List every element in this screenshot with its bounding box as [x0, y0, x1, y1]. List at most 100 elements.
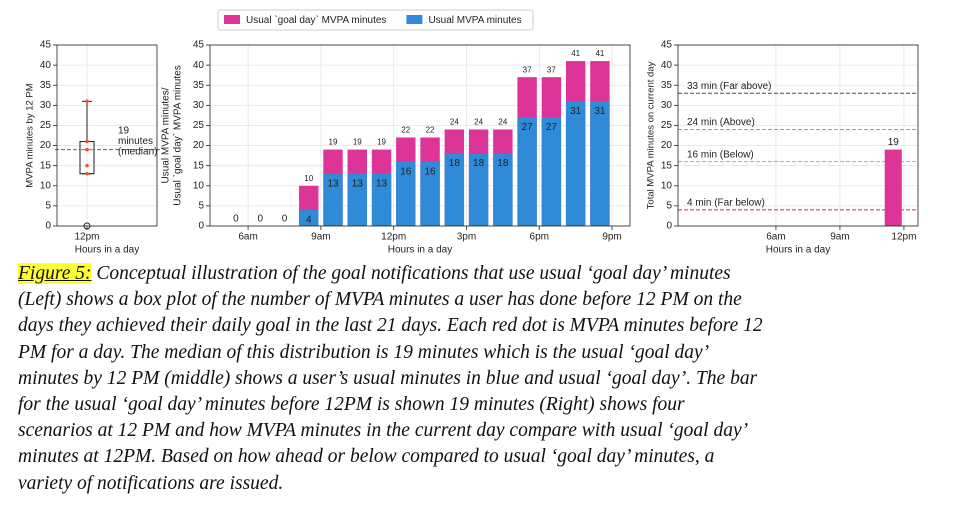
value-label: 0	[233, 214, 239, 225]
y-tick-label: 30	[193, 100, 205, 111]
y-tick-label: 10	[40, 180, 52, 191]
caption-line: (Left) shows a box plot of the number of…	[18, 289, 742, 311]
y-tick-label: 10	[193, 180, 205, 191]
bar	[541, 117, 562, 226]
bar	[444, 153, 465, 226]
caption-line: Figure 5: Conceptual illustration of the…	[18, 261, 948, 287]
y-tick-label: 15	[40, 160, 52, 171]
y-tick-label: 0	[666, 221, 672, 232]
value-label: 27	[522, 122, 534, 133]
bar	[396, 161, 416, 226]
legend-swatch	[224, 15, 240, 24]
legend-swatch	[406, 15, 423, 24]
annotation: (median)	[118, 147, 157, 158]
y-axis-label: MVPA minutes by 12 PM	[25, 83, 36, 187]
y-tick-label: 15	[661, 160, 673, 171]
y-tick-label: 10	[661, 180, 673, 191]
value-label: 19	[353, 138, 362, 147]
legend-label: Usual MVPA minutes	[428, 15, 521, 26]
bar	[468, 153, 489, 226]
x-axis-label: Hours in a day	[388, 245, 452, 256]
point	[85, 171, 89, 176]
reference-label: 24 min (Above)	[687, 117, 755, 128]
y-tick-label: 40	[661, 60, 673, 71]
value-label: 41	[571, 49, 580, 58]
caption-line: scenarios at 12 PM and how MVPA minutes …	[18, 420, 749, 442]
value-label: 37	[523, 65, 532, 74]
value-label: 31	[594, 106, 606, 117]
y-tick-label: 40	[193, 60, 205, 71]
y-tick-label: 25	[193, 120, 205, 131]
y-axis-label: Usual `goal day` MVPA minutes	[172, 65, 184, 205]
axes-frame	[677, 44, 919, 227]
value-label: 24	[450, 118, 459, 127]
y-tick-label: 20	[40, 140, 52, 151]
x-tick-label: 9am	[830, 232, 849, 243]
legend-label: Usual `goal day` MVPA minutes	[246, 14, 386, 26]
y-tick-label: 35	[40, 80, 52, 91]
reference-label: 4 min (Far below)	[687, 198, 765, 209]
y-tick-label: 25	[661, 120, 673, 131]
axes-frame	[209, 44, 631, 227]
bar	[517, 117, 537, 226]
bar	[493, 153, 513, 226]
y-tick-label: 5	[666, 201, 672, 212]
bar	[323, 173, 343, 226]
legend-box	[217, 9, 534, 31]
y-tick-label: 15	[193, 160, 205, 171]
y-tick-label: 0	[198, 221, 204, 232]
point	[85, 139, 89, 144]
x-tick-label: 9am	[311, 232, 330, 243]
value-label: 22	[401, 126, 410, 135]
value-label: 31	[570, 106, 582, 117]
y-tick-label: 20	[661, 140, 673, 151]
value-label: 0	[282, 214, 288, 225]
value-label: 37	[547, 65, 556, 74]
annotation: 19	[118, 126, 130, 137]
value-label: 16	[425, 166, 437, 177]
y-axis-label: Usual MVPA minutes/	[161, 87, 172, 183]
x-tick-label: 3pm	[457, 232, 476, 243]
y-tick-label: 40	[40, 60, 52, 71]
point	[85, 163, 89, 168]
point	[85, 147, 89, 152]
value-label: 27	[546, 122, 558, 133]
point	[85, 99, 89, 104]
caption: Figure 5: Conceptual illustration of the…	[18, 261, 948, 497]
value-label: 19	[377, 138, 386, 147]
y-tick-label: 5	[45, 201, 51, 212]
bar	[565, 101, 586, 226]
value-label: 19	[888, 137, 900, 148]
axes-frame	[56, 44, 158, 227]
y-tick-label: 35	[661, 80, 673, 91]
y-tick-label: 20	[193, 140, 205, 151]
y-tick-label: 30	[661, 100, 673, 111]
reference-label: 33 min (Far above)	[687, 81, 771, 92]
bar	[299, 209, 319, 226]
x-tick-label: 12pm	[381, 232, 406, 243]
y-tick-label: 5	[198, 201, 204, 212]
value-label: 18	[497, 158, 509, 169]
value-label: 18	[449, 158, 461, 169]
value-label: 13	[327, 178, 339, 189]
reference-label: 16 min (Below)	[687, 149, 754, 160]
annotation: minutes	[118, 136, 153, 147]
y-tick-label: 45	[661, 40, 673, 51]
caption-line: PM for a day. The median of this distrib…	[18, 341, 710, 363]
caption-line: days they achieved their daily goal in t…	[18, 315, 763, 337]
value-label: 4	[306, 215, 312, 226]
y-tick-label: 0	[45, 221, 51, 232]
y-tick-label: 25	[40, 120, 52, 131]
x-tick-label: 12pm	[74, 232, 99, 243]
figure-label: Figure 5:	[18, 263, 92, 284]
y-tick-label: 45	[193, 40, 205, 51]
bar	[420, 161, 440, 226]
value-label: 41	[595, 49, 604, 58]
x-tick-label: 6am	[766, 232, 785, 243]
value-label: 22	[426, 126, 435, 135]
value-label: 0	[257, 214, 263, 225]
caption-line: minutes by 12 PM (middle) shows a user’s…	[18, 367, 758, 389]
value-label: 18	[473, 158, 485, 169]
